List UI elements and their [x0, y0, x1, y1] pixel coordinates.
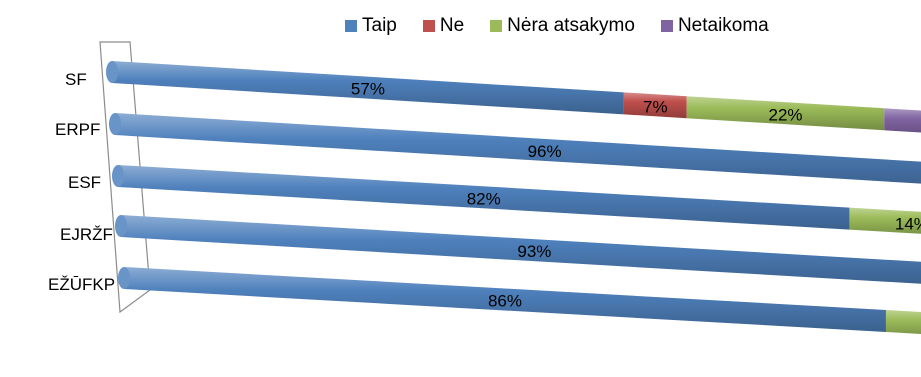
data-label: 14% — [895, 214, 921, 233]
category-label: SF — [65, 70, 87, 89]
category-label: EJRŽF — [60, 225, 113, 244]
bar-SF-Nėra atsakymo — [686, 96, 885, 131]
bar-cap-ESF — [112, 165, 124, 187]
data-label: 22% — [768, 105, 802, 124]
data-label: 57% — [351, 80, 385, 99]
bar-SF-Ne — [623, 92, 687, 119]
bar-EŽŪFKP-Nėra atsakymo — [885, 310, 921, 334]
chart-legend: Taip Ne Nėra atsakymo Netaikoma — [345, 14, 795, 38]
legend-swatch — [422, 20, 435, 32]
bar-SF-Taip — [112, 61, 624, 115]
legend-swatch — [660, 20, 673, 32]
category-label: ERPF — [55, 120, 100, 139]
bar-cap-SF — [106, 61, 118, 83]
bar-EŽŪFKP-Taip — [124, 267, 886, 332]
data-label: 93% — [517, 242, 551, 261]
legend-swatch — [490, 20, 503, 32]
legend-item: Nėra atsakymo — [490, 15, 635, 37]
category-label: EŽŪFKP — [48, 275, 115, 294]
bar-cap-EŽŪFKP — [118, 267, 130, 289]
bar-EJRŽF-Taip — [121, 215, 921, 284]
data-label: 86% — [488, 292, 522, 311]
bar-cap-EJRŽF — [115, 215, 127, 237]
legend-swatch — [345, 20, 357, 32]
legend-label: Nėra atsakymo — [507, 15, 635, 36]
legend-label: Ne — [439, 15, 465, 36]
legend-item: Netaikoma — [660, 15, 769, 37]
bar-cap-ERPF — [109, 113, 121, 135]
bar-SF-Netaikoma — [884, 108, 921, 133]
data-label: 82% — [467, 189, 501, 208]
legend-label: Netaikoma — [677, 15, 769, 36]
data-label: 7% — [643, 97, 668, 116]
legend-label: Taip — [362, 15, 397, 36]
category-label: ESF — [68, 173, 101, 192]
legend-item: Ne — [422, 15, 465, 37]
data-label: 96% — [528, 142, 562, 161]
bar-ESF-Taip — [118, 165, 850, 230]
bar-ESF-Nėra atsakymo — [849, 207, 921, 234]
bar-ERPF-Taip — [115, 113, 921, 184]
legend-item: Taip — [345, 15, 397, 37]
